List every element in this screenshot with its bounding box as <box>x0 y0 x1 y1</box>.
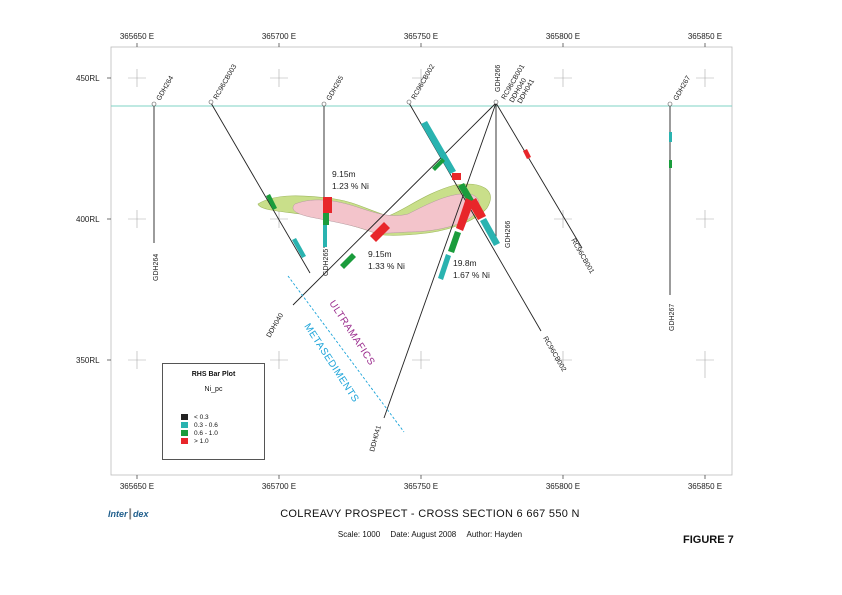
easting-label-top-4: 365800 E <box>546 32 580 41</box>
easting-label-bottom-4: 365800 E <box>546 482 580 491</box>
hole-end-label-ddh040: DDH040 <box>266 312 286 339</box>
legend-swatch-lt-0-3 <box>181 414 188 421</box>
high-grade-core <box>292 193 480 234</box>
grade-bar-rc96cb002-lower <box>480 218 500 246</box>
hole-label-gdh264: GDH264 <box>156 75 176 102</box>
drill-trace-ddh041 <box>383 102 497 419</box>
grade-bar-ddh040-green <box>340 253 356 269</box>
intercept-1-length: 9.15m <box>332 169 356 179</box>
hole-label-rc96cb002: RC96CB002 <box>411 63 437 101</box>
rl-label-400: 400RL <box>76 215 100 224</box>
logo-text-right: dex <box>132 509 149 519</box>
figure-title: COLREAVY PROSPECT - CROSS SECTION 6 667 … <box>280 508 580 520</box>
rl-label-450: 450RL <box>76 74 100 83</box>
grade-bar-ddh041-red <box>456 198 474 231</box>
easting-label-bottom-1: 365650 E <box>120 482 154 491</box>
hole-end-label-gdh265: GDH265 <box>323 249 330 276</box>
legend-label-lt-0-3: < 0.3 <box>194 414 209 421</box>
intercept-2-length: 9.15m <box>368 249 392 259</box>
hole-label-rc96cb003: RC96CB003 <box>213 63 239 101</box>
grade-bar-gdh267-cyan <box>669 132 672 142</box>
grade-bar-rc96cb002-cyan <box>421 121 456 174</box>
easting-label-bottom-5: 365850 E <box>688 482 722 491</box>
legend-label-gt-1-0: > 1.0 <box>194 438 209 445</box>
hole-end-label-gdh266: GDH266 <box>505 221 512 248</box>
hole-end-label-rc96cb001: RC96CB001 <box>569 238 595 276</box>
logo-text-left: Inter <box>108 509 128 519</box>
lithology-contact-line <box>287 275 405 433</box>
legend-label-0-3-0-6: 0.3 - 0.6 <box>194 422 218 429</box>
legend-item-0-6-1-0: 0.6 - 1.0 <box>181 430 218 438</box>
hole-end-label-gdh267: GDH267 <box>669 304 676 331</box>
legend-item-0-3-0-6: 0.3 - 0.6 <box>181 422 218 430</box>
hole-end-label-gdh264: GDH264 <box>153 254 160 281</box>
grade-bar-rc96cb002-green <box>458 183 474 203</box>
grade-bar-ddh041-green <box>448 231 461 253</box>
grade-bar-cluster-red <box>452 173 461 180</box>
logo-mark: ┃ <box>127 509 133 519</box>
legend-label-0-6-1-0: 0.6 - 1.0 <box>194 430 218 437</box>
grade-bar-ddh040-red <box>370 222 390 242</box>
hole-label-gdh265: GDH265 <box>326 75 346 102</box>
interdex-logo: Inter┃dex <box>108 509 148 520</box>
section-frame <box>110 46 733 476</box>
grade-bar-gdh265-green <box>323 213 329 225</box>
drill-trace-ddh040 <box>292 102 497 306</box>
easting-label-bottom-2: 365700 E <box>262 482 296 491</box>
easting-label-top-2: 365700 E <box>262 32 296 41</box>
hole-end-label-ddh041: DDH041 <box>369 425 383 453</box>
drill-trace-rc96cb003 <box>210 102 311 274</box>
author-text: Author: Hayden <box>466 530 523 539</box>
easting-label-bottom-3: 365750 E <box>404 482 438 491</box>
intercept-1-grade: 1.23 % Ni <box>332 181 369 191</box>
hole-label-gdh266: GDH266 <box>495 65 502 92</box>
figure-number: FIGURE 7 <box>683 534 734 546</box>
figure-subtitle: Scale: 1000 Date: August 2008 Author: Ha… <box>250 530 610 539</box>
intercept-3-length: 19.8m <box>453 258 477 268</box>
grade-bar-gdh265-cyan <box>323 225 327 247</box>
drill-collars <box>151 99 673 107</box>
legend-title: RHS Bar Plot <box>191 371 236 378</box>
hole-label-gdh267: GDH267 <box>673 75 693 102</box>
grade-legend: RHS Bar Plot Ni_pc < 0.3 0.3 - 0.6 0.6 -… <box>162 363 265 460</box>
legend-field: Ni_pc <box>204 386 223 393</box>
easting-label-top-1: 365650 E <box>120 32 154 41</box>
top-easting-axis: 365650 E 365700 E 365750 E 365800 E 3658… <box>120 32 722 47</box>
easting-label-top-3: 365750 E <box>404 32 438 41</box>
date-text: Date: August 2008 <box>390 530 457 539</box>
legend-swatch-0-6-1-0 <box>181 430 188 437</box>
legend-swatch-gt-1-0 <box>181 438 188 445</box>
grade-bar-ddh040-upper <box>432 158 445 171</box>
grade-bar-gdh265-red <box>323 197 332 213</box>
intercept-3-grade: 1.67 % Ni <box>453 270 490 280</box>
rl-label-350: 350RL <box>76 356 100 365</box>
grade-bar-rc96cb003-green <box>266 194 277 210</box>
easting-label-top-5: 365850 E <box>688 32 722 41</box>
grade-bar-rc96cb001-red <box>523 149 531 159</box>
bottom-easting-axis: 365650 E 365700 E 365750 E 365800 E 3658… <box>120 475 722 491</box>
grade-bars <box>266 121 672 280</box>
scale-text: Scale: 1000 <box>337 530 381 539</box>
grade-bar-rc96cb003-cyan <box>292 238 306 258</box>
grade-bar-gdh267-green <box>669 160 672 168</box>
legend-swatch-0-3-0-6 <box>181 422 188 429</box>
grade-bar-ddh041-cyan <box>438 254 451 280</box>
intercept-2-grade: 1.33 % Ni <box>368 261 405 271</box>
drill-trace-rc96cb001 <box>495 102 583 249</box>
legend-item-gt-1-0: > 1.0 <box>181 438 209 446</box>
rl-axis: 450RL 400RL 350RL <box>76 74 111 365</box>
legend-item-lt-0-3: < 0.3 <box>181 414 209 422</box>
